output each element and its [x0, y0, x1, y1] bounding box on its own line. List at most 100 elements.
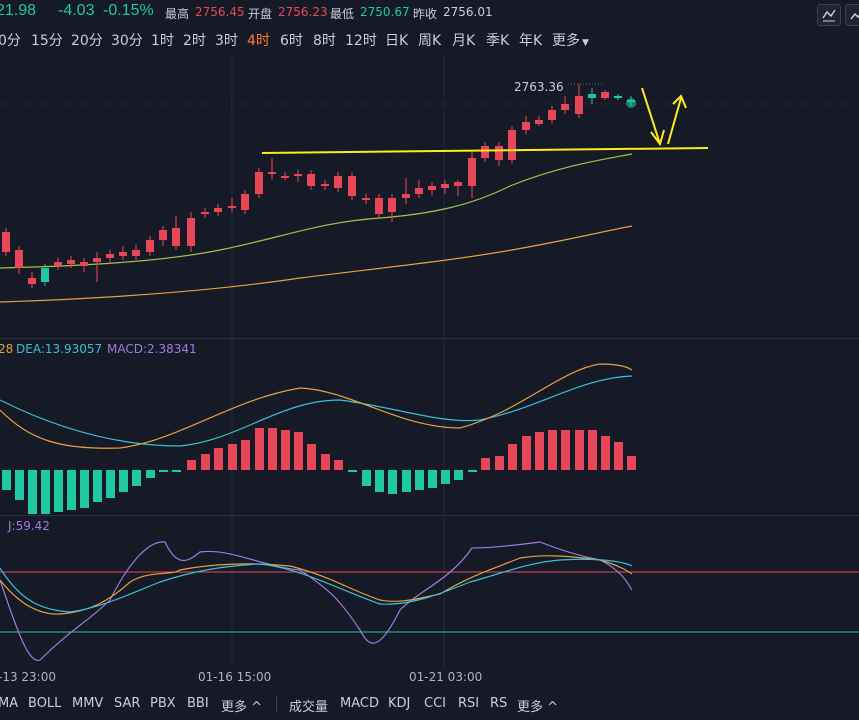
- period-tab[interactable]: 2时: [183, 33, 206, 49]
- period-tab[interactable]: 1时: [151, 33, 174, 49]
- candle-up: [201, 212, 209, 214]
- period-tab[interactable]: 周K: [418, 33, 442, 49]
- sub-indicator[interactable]: CCI: [424, 696, 446, 711]
- candle-up: [28, 278, 36, 284]
- period-tab[interactable]: 季K: [486, 33, 510, 49]
- macd-panel: [0, 363, 636, 514]
- macd-bar-negative: [428, 470, 437, 488]
- sub-indicator[interactable]: 成交量: [289, 700, 329, 715]
- candle-up: [575, 96, 583, 114]
- main-indicator[interactable]: PBX: [150, 696, 176, 711]
- macd-bar-negative: [159, 470, 168, 472]
- main-indicator[interactable]: MMV: [72, 696, 104, 711]
- candle-up: [187, 218, 195, 246]
- line-tool-icon: [822, 9, 836, 22]
- sub-indicator[interactable]: MACD: [340, 696, 379, 711]
- macd-bar-negative: [15, 470, 24, 500]
- high-marker-label: 2763.36: [514, 80, 564, 94]
- candle-up: [441, 184, 449, 188]
- period-tab-active[interactable]: 4时: [247, 33, 270, 49]
- macd-bar-positive: [627, 456, 636, 470]
- macd-bar-positive: [588, 430, 597, 470]
- candle-up: [2, 232, 10, 252]
- candle-up: [415, 188, 423, 194]
- candle-up: [106, 254, 114, 258]
- candlestick-chart[interactable]: [0, 0, 859, 690]
- candle-up: [67, 260, 75, 264]
- macd-bar-positive: [522, 436, 531, 470]
- macd-bar-negative: [388, 470, 397, 494]
- macd-bar-negative: [67, 470, 76, 510]
- more-sub-indicators[interactable]: 更多 ^: [517, 700, 559, 715]
- sub-indicator[interactable]: KDJ: [388, 696, 411, 711]
- sub-indicator[interactable]: RSI: [458, 696, 480, 711]
- macd-bar-positive: [495, 456, 504, 470]
- candle-up: [402, 194, 410, 198]
- dea-value: DEA:13.93057: [16, 342, 103, 356]
- period-tab[interactable]: 8时: [313, 33, 336, 49]
- macd-bar-positive: [201, 454, 210, 470]
- period-selector: 0分 15分 20分 30分 1时 2时 3时 4时 6时 8时 12时 日K …: [0, 28, 859, 50]
- sub-indicator[interactable]: RS: [490, 696, 508, 711]
- time-axis-label: 01-21 03:00: [409, 670, 483, 684]
- main-indicator[interactable]: BBI: [187, 696, 209, 711]
- more-main-indicators[interactable]: 更多 ^: [221, 700, 263, 715]
- high-label: 最高: [165, 7, 190, 21]
- candle-down: [588, 94, 596, 98]
- macd-bar-positive: [535, 432, 544, 470]
- period-tab[interactable]: 3时: [215, 33, 238, 49]
- period-tab[interactable]: 15分: [31, 33, 63, 49]
- candle-up: [281, 176, 289, 178]
- candle-down: [614, 96, 622, 98]
- candle-up: [522, 122, 530, 130]
- chart-settings-button[interactable]: [845, 4, 859, 26]
- resistance-line: [261, 147, 709, 154]
- last-price: 21.98: [0, 2, 37, 19]
- period-tab[interactable]: 20分: [71, 33, 103, 49]
- macd-value: MACD:2.38341: [107, 342, 197, 356]
- period-tab[interactable]: 6时: [280, 33, 303, 49]
- candle-up: [535, 120, 543, 124]
- candles: [2, 83, 636, 288]
- chart-icon: [850, 12, 859, 20]
- moving-averages: [0, 153, 633, 303]
- period-tab[interactable]: 年K: [519, 33, 543, 49]
- candle-up: [508, 130, 516, 160]
- high-value: 2756.45: [195, 5, 245, 19]
- prev-close-label: 昨收: [413, 7, 438, 21]
- more-periods-label: 更多: [552, 33, 580, 49]
- candle-up: [119, 252, 127, 256]
- macd-bar-negative: [468, 470, 477, 472]
- macd-bar-positive: [255, 428, 264, 470]
- ma-long-line: [0, 225, 633, 303]
- macd-bar-negative: [93, 470, 102, 502]
- macd-bar-negative: [441, 470, 450, 484]
- current-candle-marker: [626, 98, 636, 108]
- period-tab[interactable]: 12时: [345, 33, 377, 49]
- macd-bar-positive: [575, 430, 584, 470]
- more-periods-dropdown[interactable]: 更多 ▼: [552, 30, 589, 50]
- kdj-legend: J:59.42: [0, 519, 100, 535]
- drawing-tool-button[interactable]: [817, 4, 841, 26]
- period-tab[interactable]: 月K: [452, 33, 476, 49]
- macd-bar-positive: [307, 444, 316, 470]
- period-tab[interactable]: 日K: [385, 33, 409, 49]
- arrow-down-stroke: [641, 87, 661, 145]
- j-value: J:59.42: [8, 519, 50, 533]
- macd-bar-positive: [548, 430, 557, 470]
- macd-bar-negative: [80, 470, 89, 508]
- main-indicator[interactable]: MA: [0, 696, 19, 711]
- candle-up: [228, 206, 236, 208]
- period-tab[interactable]: 30分: [111, 33, 143, 49]
- period-tab[interactable]: 0分: [0, 33, 21, 49]
- low-label: 最低: [330, 7, 355, 21]
- main-indicator[interactable]: SAR: [114, 696, 141, 711]
- candle-up: [388, 198, 396, 212]
- candle-up: [15, 250, 23, 268]
- chevron-down-icon: ▼: [582, 38, 589, 48]
- macd-bar-negative: [132, 470, 141, 486]
- price-change-pct: -0.15%: [103, 2, 154, 19]
- candle-up: [307, 174, 315, 186]
- main-indicator[interactable]: BOLL: [28, 696, 62, 711]
- arrow-up-stroke: [667, 97, 682, 145]
